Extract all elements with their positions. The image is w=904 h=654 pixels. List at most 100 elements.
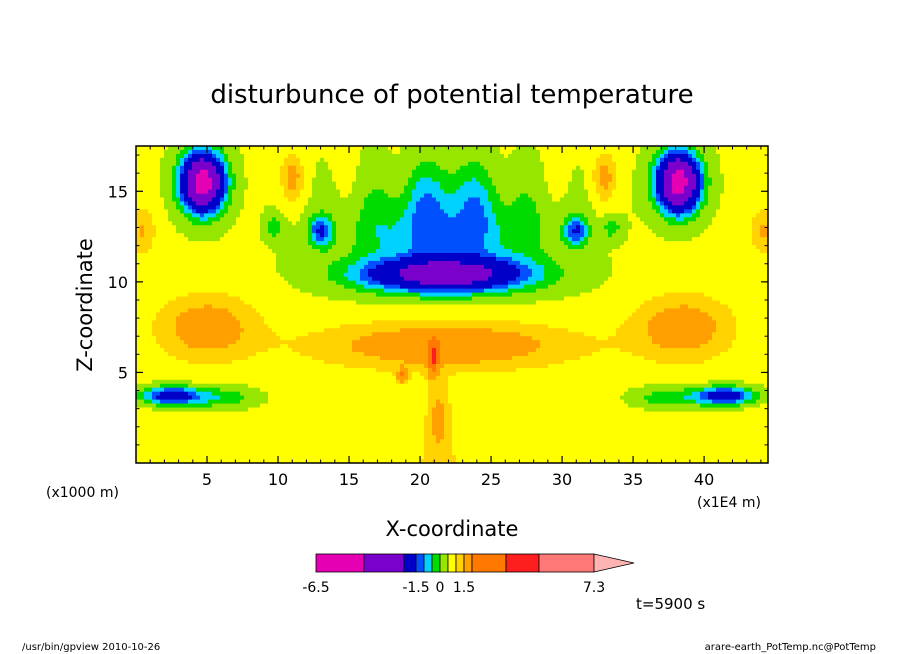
contour-cell — [656, 233, 661, 238]
contour-cell — [272, 201, 277, 206]
contour-cell — [628, 173, 633, 179]
contour-cell — [404, 173, 409, 179]
contour-cell — [448, 237, 453, 242]
contour-cell — [568, 197, 573, 202]
contour-cell — [204, 260, 209, 266]
contour-cell — [540, 197, 545, 202]
contour-cell — [728, 201, 733, 206]
contour-cell — [516, 157, 521, 163]
contour-cell — [368, 264, 373, 270]
contour-cell — [176, 268, 181, 274]
contour-cell — [508, 146, 513, 151]
contour-cell — [604, 201, 609, 206]
contour-cell — [644, 237, 649, 242]
contour-cell — [620, 233, 625, 238]
contour-cell — [220, 233, 225, 238]
contour-cell — [148, 153, 153, 159]
contour-cell — [664, 153, 669, 159]
contour-cell — [428, 268, 433, 274]
contour-cell — [756, 256, 761, 262]
contour-cell — [220, 268, 225, 274]
contour-cell — [236, 146, 241, 151]
contour-cell — [184, 197, 189, 202]
contour-cell — [648, 205, 653, 210]
contour-cell — [364, 205, 369, 210]
contour-cell — [552, 260, 557, 266]
contour-cell — [728, 197, 733, 202]
contour-cell — [740, 197, 745, 202]
contour-cell — [536, 177, 541, 183]
contour-cell — [692, 185, 697, 190]
contour-cell — [212, 229, 217, 234]
contour-cell — [688, 181, 693, 187]
contour-cell — [744, 205, 749, 210]
contour-cell — [680, 252, 685, 258]
contour-cell — [636, 245, 641, 250]
contour-cell — [424, 177, 429, 183]
contour-cell — [620, 185, 625, 190]
contour-cell — [164, 256, 169, 262]
contour-cell — [484, 205, 489, 210]
contour-cell — [320, 268, 325, 274]
contour-cell — [188, 173, 193, 179]
contour-cell — [484, 201, 489, 206]
contour-cell — [392, 169, 397, 175]
contour-cell — [348, 241, 353, 246]
contour-cell — [696, 252, 701, 258]
contour-cell — [392, 146, 397, 151]
contour-cell — [600, 217, 605, 222]
contour-cell — [724, 237, 729, 242]
contour-cell — [604, 229, 609, 234]
contour-cell — [224, 221, 229, 226]
contour-cell — [696, 173, 701, 179]
contour-cell — [196, 252, 201, 258]
contour-cell — [416, 189, 421, 194]
contour-cell — [340, 249, 345, 254]
contour-cell — [372, 173, 377, 179]
contour-cell — [744, 173, 749, 179]
contour-cell — [636, 213, 641, 218]
contour-cell — [256, 181, 261, 187]
contour-cell — [548, 161, 553, 167]
contour-cell — [396, 161, 401, 167]
contour-cell — [380, 213, 385, 218]
contour-cell — [268, 185, 273, 190]
contour-cell — [568, 169, 573, 175]
contour-cell — [480, 169, 485, 175]
contour-cell — [688, 169, 693, 175]
contour-cell — [188, 217, 193, 222]
contour-cell — [500, 153, 505, 159]
contour-cell — [696, 260, 701, 266]
contour-cell — [280, 205, 285, 210]
contour-cell — [488, 177, 493, 183]
contour-cell — [356, 189, 361, 194]
contour-cell — [708, 157, 713, 163]
contour-cell — [556, 201, 561, 206]
contour-cell — [308, 225, 313, 230]
contour-cell — [712, 153, 717, 159]
contour-cell — [692, 245, 697, 250]
contour-cell — [644, 177, 649, 183]
contour-cell — [736, 185, 741, 190]
contour-cell — [256, 193, 261, 198]
contour-cell — [512, 146, 517, 151]
contour-cell — [208, 193, 213, 198]
contour-cell — [216, 161, 221, 167]
contour-cell — [312, 245, 317, 250]
contour-cell — [452, 225, 457, 230]
contour-cell — [668, 169, 673, 175]
contour-cell — [360, 197, 365, 202]
contour-cell — [508, 157, 513, 163]
contour-cell — [420, 237, 425, 242]
contour-cell — [732, 213, 737, 218]
contour-cell — [480, 185, 485, 190]
contour-cell — [364, 201, 369, 206]
contour-cell — [228, 193, 233, 198]
contour-cell — [748, 213, 753, 218]
contour-cell — [176, 201, 181, 206]
contour-cell — [748, 260, 753, 266]
contour-cell — [680, 189, 685, 194]
contour-cell — [676, 197, 681, 202]
contour-cell — [520, 181, 525, 187]
contour-cell — [716, 225, 721, 230]
